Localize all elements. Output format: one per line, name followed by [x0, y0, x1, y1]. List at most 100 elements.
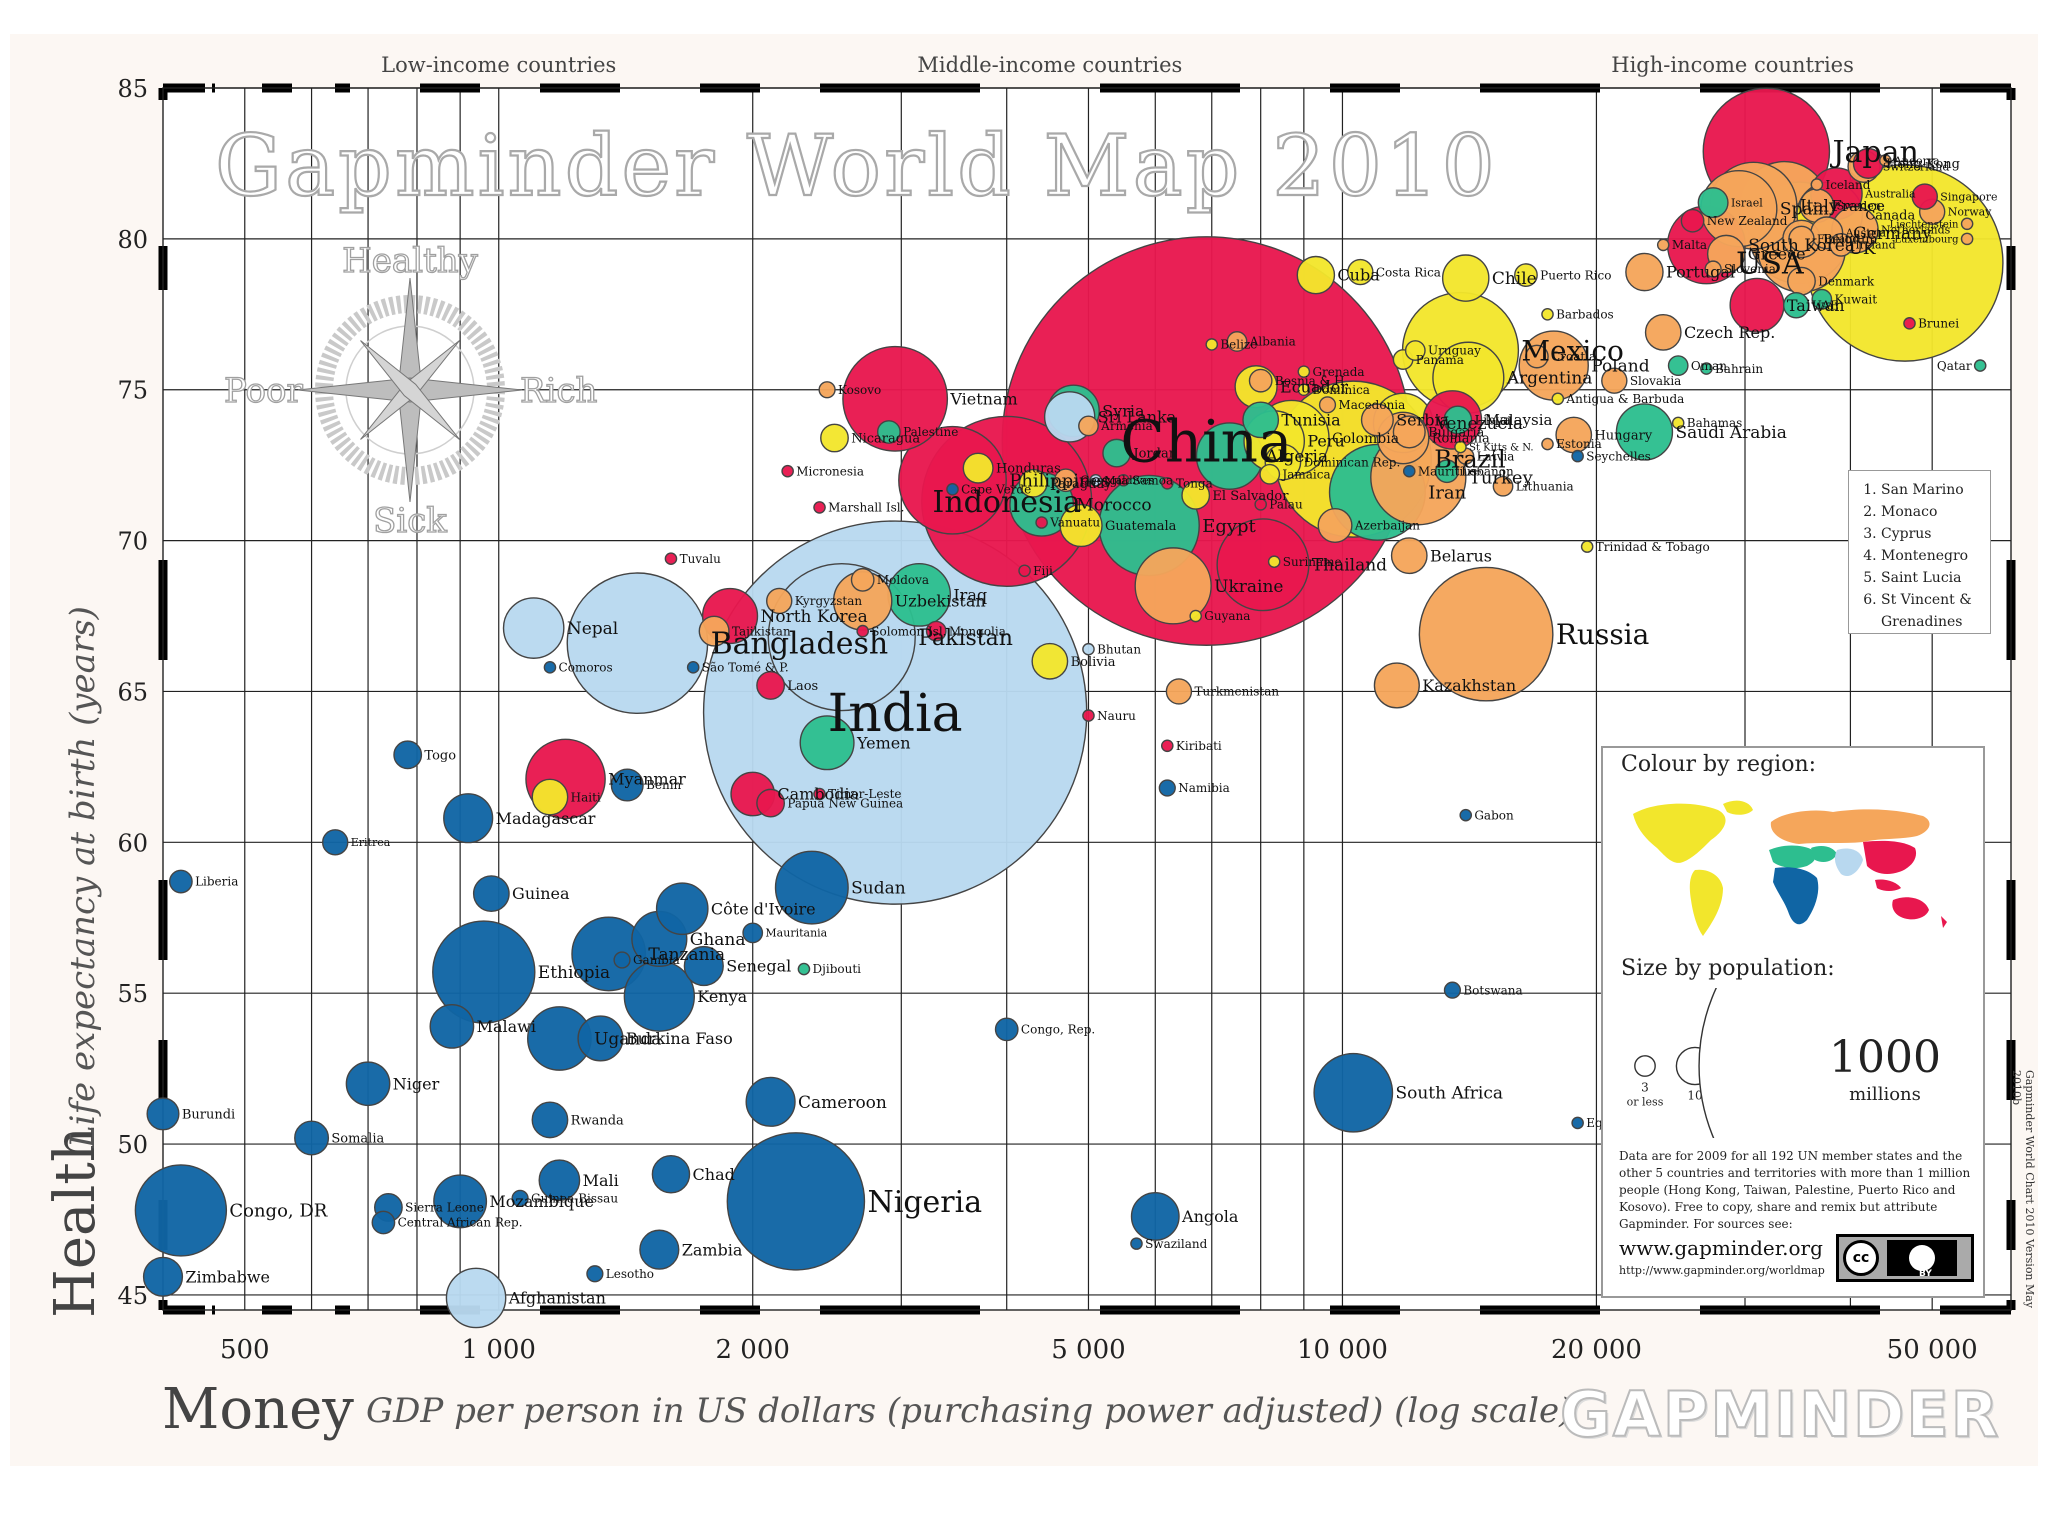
bubble-sudan — [774, 850, 849, 925]
country-label: Israel — [1731, 197, 1763, 210]
income-group-labels: Low-income countries Middle-income countr… — [381, 53, 1854, 77]
country-label: Angola — [1181, 1207, 1239, 1226]
country-label: Comoros — [559, 661, 613, 675]
region-new-zealand — [1941, 916, 1947, 928]
country-label: Gambia — [633, 953, 680, 967]
numbered-key-item: Saint Lucia — [1881, 567, 1984, 589]
country-label: Ukraine — [1214, 577, 1283, 597]
country-label: Kyrgyzstan — [795, 594, 863, 608]
country-label: Canada — [1865, 208, 1915, 223]
numbered-key-box: San MarinoMonacoCyprusMontenegroSaint Lu… — [1848, 470, 1991, 634]
country-label: Pakistan — [918, 626, 1013, 651]
country-label: Venezuela — [1435, 414, 1523, 434]
country-label: Mali — [583, 1171, 619, 1190]
numbered-key-item: Monaco — [1881, 501, 1984, 523]
country-label: Hungary — [1594, 429, 1652, 444]
bubble-grenada — [1297, 365, 1311, 378]
bubble-tonga — [1160, 476, 1174, 490]
numbered-key-item: St Vincent & Grenadines — [1881, 589, 1984, 633]
x-tick-label: 2 000 — [716, 1335, 790, 1365]
bubble-turkmenistan — [1165, 678, 1193, 705]
country-label: Slovakia — [1630, 374, 1681, 388]
country-label: Mongolia — [949, 624, 1006, 638]
country-label: Yemen — [856, 733, 911, 752]
country-label: Nicaragua — [851, 432, 920, 447]
bubble-burundi — [146, 1097, 180, 1131]
size-legend-circle — [1634, 1055, 1656, 1077]
country-label: Grenada — [1312, 365, 1364, 379]
country-label: Papua New Guinea — [787, 796, 903, 810]
country-label: Italy — [1800, 197, 1839, 217]
country-label: Germany — [1853, 224, 1932, 244]
country-label: Indonesia — [933, 485, 1082, 520]
bubble-libya — [1443, 405, 1473, 435]
country-label: Turkmenistan — [1194, 685, 1279, 699]
bubble-oman — [1667, 355, 1689, 376]
country-label: Chile — [1492, 269, 1537, 289]
bubble-chile — [1441, 254, 1490, 302]
country-label: Albania — [1249, 335, 1296, 349]
country-label: Singapore — [1940, 190, 1997, 203]
bubble-mozambique — [433, 1174, 488, 1229]
size-legend-circle — [1698, 988, 1983, 1138]
country-label: Switzerland — [1883, 160, 1950, 173]
bubble-uae — [1782, 292, 1810, 319]
country-label: Puerto Rico — [1540, 268, 1611, 282]
cc-license-badge[interactable]: cc BY — [1836, 1234, 1974, 1282]
country-label: Russia — [1556, 618, 1650, 651]
bubble-central-african-rep- — [371, 1210, 396, 1235]
bubble-chad — [651, 1154, 691, 1194]
income-group-label: Low-income countries — [381, 53, 616, 77]
country-label: Oman — [1691, 359, 1727, 373]
bubble-tunisia — [1242, 401, 1280, 439]
bubble-serbia — [1360, 403, 1394, 437]
country-label: USA — [1736, 247, 1804, 282]
country-label: Belarus — [1430, 546, 1492, 565]
bubble-s-o-tom-p- — [686, 661, 700, 674]
bubble-nicaragua — [820, 423, 849, 453]
bubble-belize — [1205, 338, 1219, 351]
country-label: Sudan — [851, 879, 906, 899]
country-label: Azerbaijan — [1354, 519, 1420, 533]
country-label: Romania — [1432, 432, 1490, 447]
bubble-south-africa — [1313, 1052, 1394, 1133]
compass-star-point — [360, 340, 460, 440]
bubble-qatar — [1973, 359, 1987, 372]
bubble-guatemala — [1059, 503, 1103, 548]
bubble-lebanon — [1435, 459, 1459, 484]
country-label: Netherlands — [1881, 224, 1951, 237]
country-label: Zambia — [682, 1240, 743, 1259]
country-label: Uruguay — [1428, 344, 1481, 358]
country-label: Ethiopia — [538, 963, 610, 983]
country-label: Antigua & Barbuda — [1565, 392, 1684, 406]
country-label: Palau — [1269, 498, 1303, 512]
compass-star-shape — [360, 340, 460, 440]
country-label: Rwanda — [571, 1113, 624, 1128]
country-label: Afghanistan — [508, 1289, 606, 1308]
bubble-djibouti — [797, 962, 811, 976]
source-url-small[interactable]: http://www.gapminder.org/worldmap — [1619, 1264, 1825, 1277]
country-label: Egypt — [1202, 516, 1256, 537]
bubble-mauritania — [742, 922, 764, 944]
country-label: Portugal — [1666, 263, 1735, 282]
source-url[interactable]: www.gapminder.org — [1619, 1236, 1823, 1260]
country-label: Iceland — [1825, 178, 1870, 192]
country-label: Samoa — [1132, 473, 1173, 487]
bubble-congo-rep- — [994, 1017, 1019, 1042]
bubble-kazakhstan — [1373, 662, 1420, 709]
bubble-comoros — [543, 661, 557, 674]
bubble-guinea — [472, 875, 510, 913]
country-label: Kenya — [697, 987, 747, 1006]
bubble-angola — [1130, 1192, 1180, 1241]
country-label: Honduras — [996, 462, 1061, 477]
bubble-jamaica — [1259, 463, 1281, 485]
country-label: Estonia — [1556, 437, 1602, 451]
country-label: Botswana — [1463, 983, 1522, 997]
bubble-vanuatu — [1035, 516, 1048, 529]
chart-title: Gapminder World Map 2010 — [215, 117, 1498, 215]
country-label: North Korea — [760, 607, 867, 627]
country-label: São Tomé & P. — [702, 661, 789, 675]
bubble-samoa — [1117, 473, 1130, 487]
y-tick-label: 50 — [117, 1131, 148, 1159]
bubble-togo — [393, 740, 423, 770]
